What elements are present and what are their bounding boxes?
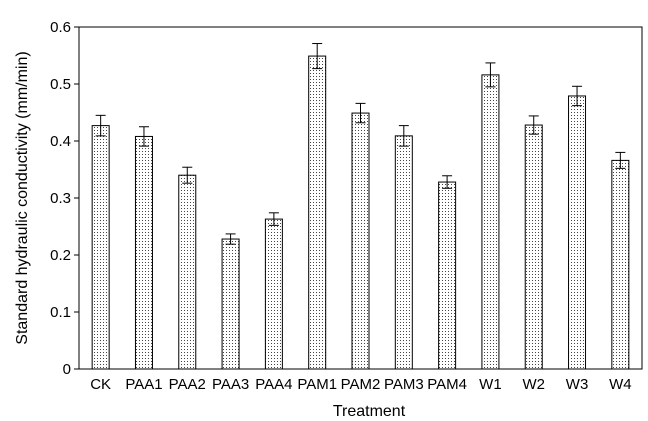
y-tick-label: 0 <box>63 361 71 378</box>
x-tick-label: PAM3 <box>384 376 424 393</box>
bar-w1 <box>481 74 500 370</box>
x-tick-label: W3 <box>566 376 589 393</box>
bar-pam1 <box>308 55 327 370</box>
y-tick-label: 0.3 <box>50 190 71 207</box>
y-axis-title: Standard hydraulic conductivity (mm/min) <box>14 51 31 344</box>
bar-ck <box>91 125 110 370</box>
x-tick-label: W4 <box>609 376 632 393</box>
bar-paa2 <box>178 174 197 370</box>
x-tick-label: PAA3 <box>212 376 249 393</box>
bar-pam3 <box>394 135 413 370</box>
x-tick-label: PAA2 <box>169 376 206 393</box>
x-tick-label: PAM2 <box>341 376 381 393</box>
x-tick-label: W1 <box>479 376 502 393</box>
x-tick-label: PAM1 <box>297 376 337 393</box>
bar-pam2 <box>351 112 370 370</box>
y-tick-label: 0.6 <box>50 19 71 36</box>
x-tick-label: W2 <box>522 376 545 393</box>
x-axis-title: Treatment <box>333 403 406 420</box>
y-tick-label: 0.4 <box>50 133 71 150</box>
plot-area: 0 0.1 0.2 0.3 0.4 0.5 0.6 CK PAA1 PAA2 PAA3 PAA4 PAM… <box>50 19 643 393</box>
bar-paa4 <box>264 218 283 370</box>
y-tick-label: 0.1 <box>50 304 71 321</box>
x-tick-label: PAA1 <box>125 376 162 393</box>
x-tick-label: PAM4 <box>427 376 467 393</box>
x-tick-label: PAA4 <box>255 376 292 393</box>
bar-w4 <box>611 159 630 370</box>
bar-pam4 <box>438 181 457 370</box>
x-tick-label: CK <box>90 376 111 393</box>
y-tick-label: 0.2 <box>50 247 71 264</box>
y-tick-label: 0.5 <box>50 76 71 93</box>
bar-w2 <box>524 124 543 370</box>
bar-w3 <box>568 95 587 370</box>
bar-paa1 <box>134 135 153 370</box>
bar-paa3 <box>221 238 240 370</box>
